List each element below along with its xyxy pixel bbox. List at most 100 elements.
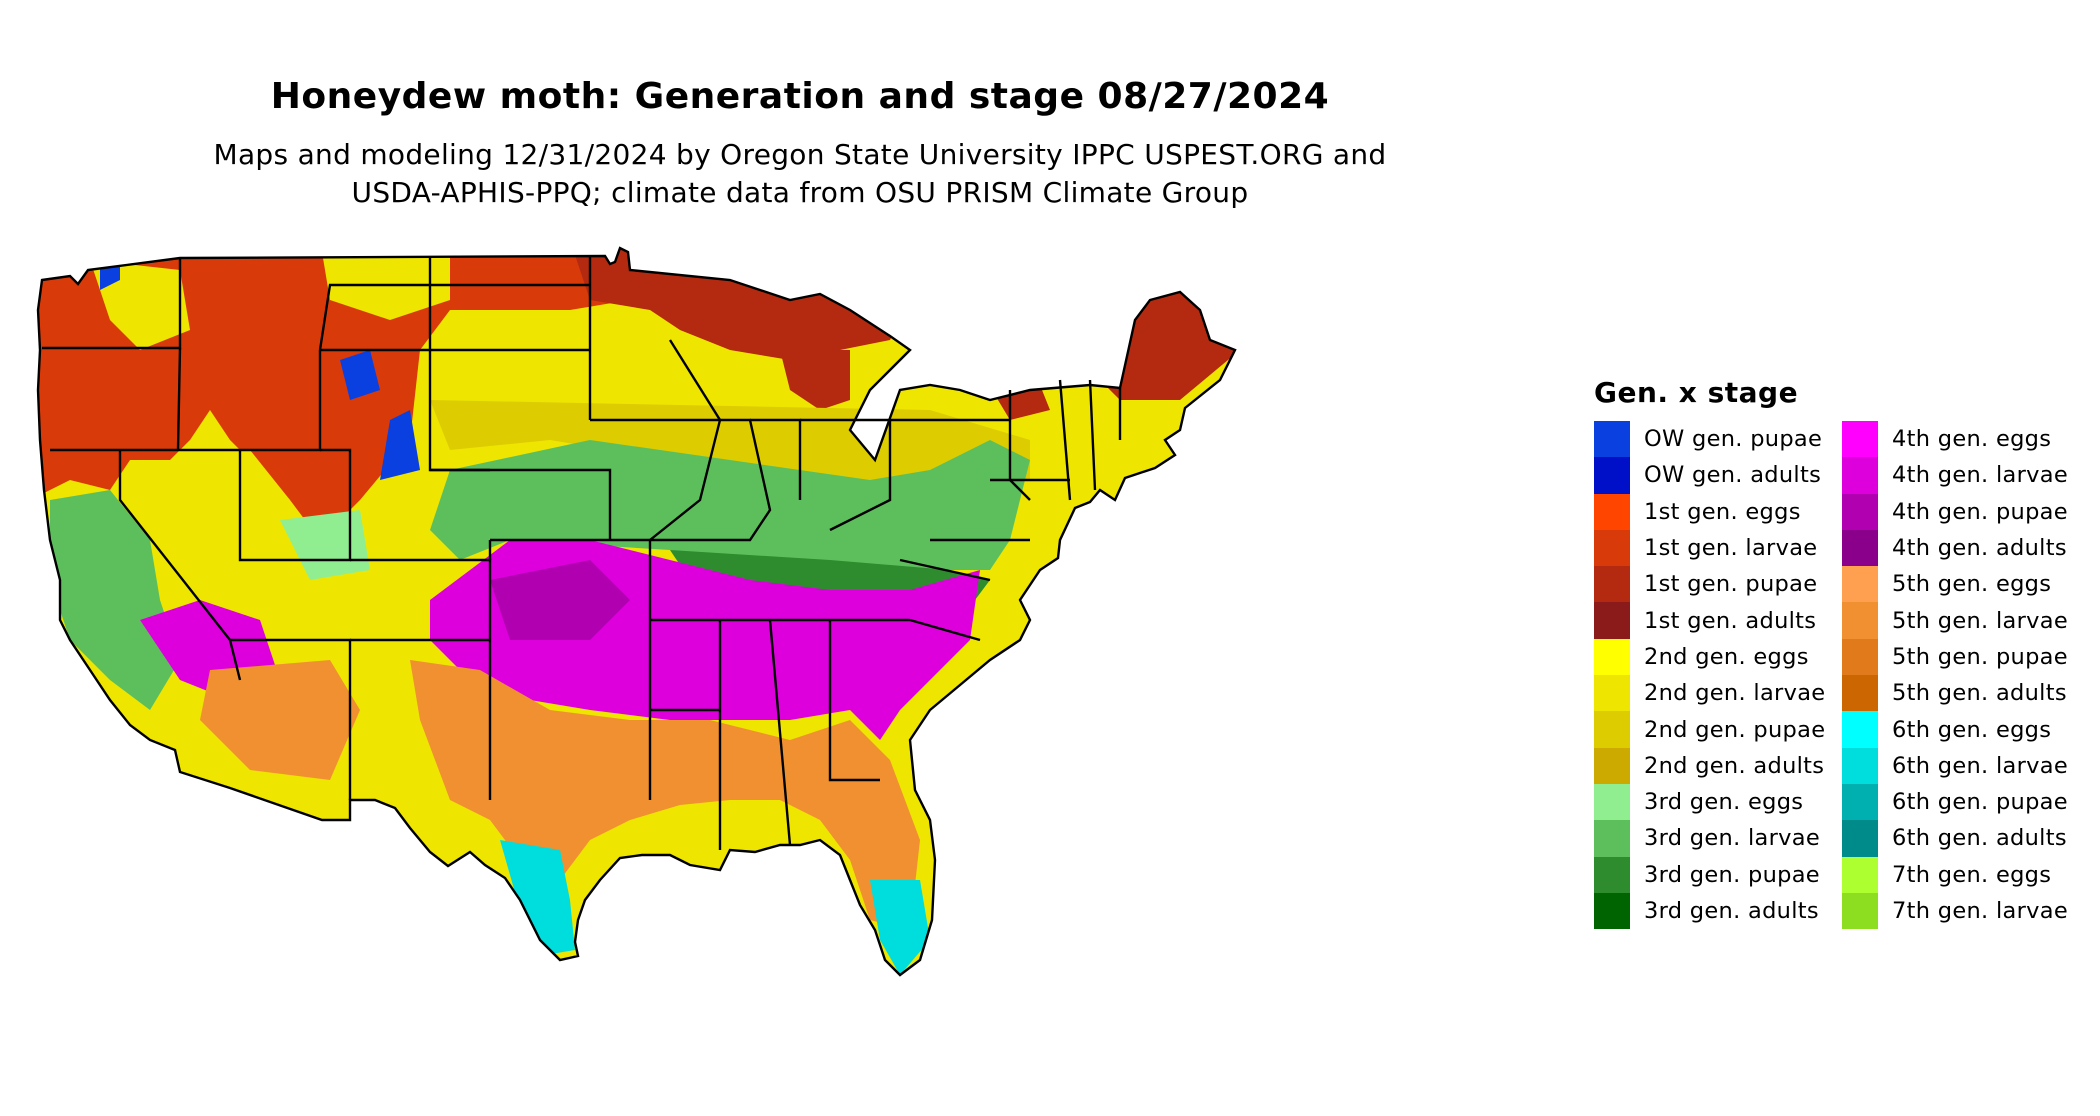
- legend-label: 7th gen. larvae: [1892, 898, 2068, 924]
- legend-label: 2nd gen. larvae: [1644, 680, 1826, 707]
- legend-label: 1st gen. larvae: [1644, 535, 1818, 562]
- legend-swatch: [1594, 711, 1630, 748]
- legend-swatch: [1842, 602, 1878, 639]
- legend-item: 4th gen. larvae: [1842, 457, 2090, 494]
- legend-item: 4th gen. pupae: [1842, 493, 2090, 530]
- legend-label: 6th gen. eggs: [1892, 716, 2052, 743]
- region-ow-pupae-wy: [340, 350, 380, 400]
- legend-item: 7th gen. larvae: [1842, 892, 2090, 930]
- legend-label: 1st gen. eggs: [1644, 498, 1801, 525]
- legend-swatch: [1842, 566, 1878, 603]
- legend-swatch: [1842, 493, 1878, 530]
- legend-columns: OW gen. pupae OW gen. adults 1st gen. eggs…: [1594, 421, 2094, 930]
- legend-item: 2nd gen. larvae: [1594, 675, 1842, 712]
- legend-label: 7th gen. eggs: [1892, 861, 2052, 888]
- legend-swatch: [1842, 675, 1878, 712]
- us-map-svg: [36, 246, 1237, 977]
- legend-label: 2nd gen. eggs: [1644, 643, 1809, 670]
- legend-item: 3rd gen. pupae: [1594, 856, 1842, 893]
- legend-label: OW gen. adults: [1644, 462, 1822, 489]
- legend-item: 1st gen. eggs: [1594, 493, 1842, 530]
- legend-item: 5th gen. adults: [1842, 675, 2090, 712]
- us-map: [30, 240, 1550, 1070]
- legend-item: 5th gen. pupae: [1842, 638, 2090, 676]
- legend-label: 4th gen. eggs: [1892, 426, 2052, 453]
- legend-item: 1st gen. pupae: [1594, 566, 1842, 603]
- map-title: Honeydew moth: Generation and stage 08/2…: [270, 76, 1330, 117]
- region-2nd-nv: [170, 450, 290, 570]
- legend-swatch: [1842, 529, 1878, 567]
- legend-label: 4th gen. adults: [1892, 535, 2067, 562]
- legend-label: 3rd gen. adults: [1644, 898, 1819, 924]
- legend-label: 3rd gen. larvae: [1644, 825, 1821, 852]
- region-3rd-pupae: [670, 550, 990, 620]
- region-4th-pupae-tx: [490, 560, 630, 640]
- region-1st-pupae-mi: [780, 350, 850, 410]
- legend-label: 6th gen. pupae: [1892, 789, 2068, 816]
- legend-label: 5th gen. adults: [1892, 680, 2067, 707]
- legend: Gen. x stage OW gen. pupae OW gen. adults…: [1594, 376, 2094, 930]
- legend-swatch: [1594, 566, 1630, 603]
- legend-swatch: [1594, 421, 1630, 458]
- legend-item: 1st gen. larvae: [1594, 529, 1842, 567]
- legend-swatch: [1842, 421, 1878, 458]
- legend-item: 4th gen. adults: [1842, 529, 2090, 567]
- legend-label: 4th gen. pupae: [1892, 498, 2068, 525]
- legend-column-1: OW gen. pupae OW gen. adults 1st gen. eggs…: [1594, 421, 1842, 930]
- legend-item: 6th gen. larvae: [1842, 747, 2090, 784]
- legend-swatch: [1842, 892, 1878, 930]
- legend-item: 5th gen. eggs: [1842, 566, 2090, 603]
- region-6th-larvae-fl: [870, 880, 930, 975]
- legend-label: 1st gen. adults: [1644, 607, 1817, 634]
- legend-item: 6th gen. eggs: [1842, 711, 2090, 748]
- legend-swatch: [1842, 711, 1878, 748]
- legend-item: 2nd gen. eggs: [1594, 638, 1842, 676]
- legend-label: 6th gen. larvae: [1892, 752, 2068, 779]
- legend-label: 1st gen. pupae: [1644, 571, 1818, 598]
- legend-item: OW gen. adults: [1594, 457, 1842, 494]
- subtitle-line-1: Maps and modeling 12/31/2024 by Oregon S…: [213, 138, 1387, 171]
- legend-swatch: [1594, 529, 1630, 567]
- state-boundaries: [36, 246, 1237, 977]
- legend-label: 4th gen. larvae: [1892, 462, 2068, 489]
- legend-item: 2nd gen. adults: [1594, 747, 1842, 784]
- region-5th-larvae-az: [200, 660, 360, 780]
- stage-regions: [38, 248, 1235, 975]
- map-subtitle: Maps and modeling 12/31/2024 by Oregon S…: [0, 136, 1600, 212]
- region-ow-pupae-co: [380, 410, 420, 480]
- legend-label: 2nd gen. pupae: [1644, 716, 1826, 743]
- legend-swatch: [1842, 457, 1878, 494]
- legend-swatch: [1842, 856, 1878, 893]
- legend-swatch: [1594, 892, 1630, 930]
- legend-item: 6th gen. pupae: [1842, 783, 2090, 821]
- region-6th-larvae-tx: [500, 840, 575, 955]
- legend-label: 3rd gen. pupae: [1644, 861, 1820, 888]
- legend-label: 3rd gen. eggs: [1644, 789, 1804, 816]
- legend-swatch: [1842, 783, 1878, 821]
- legend-item: 3rd gen. larvae: [1594, 820, 1842, 857]
- region-3rd-larvae: [430, 440, 1030, 570]
- legend-item: 5th gen. larvae: [1842, 602, 2090, 639]
- legend-swatch: [1594, 602, 1630, 639]
- legend-swatch: [1842, 638, 1878, 676]
- legend-swatch: [1594, 457, 1630, 494]
- legend-label: 6th gen. adults: [1892, 825, 2067, 852]
- legend-item: OW gen. pupae: [1594, 421, 1842, 458]
- legend-label: 5th gen. eggs: [1892, 571, 2052, 598]
- legend-item: 4th gen. eggs: [1842, 421, 2090, 458]
- legend-label: OW gen. pupae: [1644, 426, 1823, 453]
- legend-label: 5th gen. pupae: [1892, 643, 2068, 670]
- legend-swatch: [1594, 747, 1630, 784]
- legend-item: 3rd gen. eggs: [1594, 783, 1842, 821]
- legend-swatch: [1594, 820, 1630, 857]
- legend-column-2: 4th gen. eggs 4th gen. larvae 4th gen. pup…: [1842, 421, 2090, 930]
- legend-item: 6th gen. adults: [1842, 820, 2090, 857]
- legend-swatch: [1594, 493, 1630, 530]
- legend-swatch: [1594, 675, 1630, 712]
- legend-item: 1st gen. adults: [1594, 602, 1842, 639]
- legend-swatch: [1594, 638, 1630, 676]
- legend-item: 2nd gen. pupae: [1594, 711, 1842, 748]
- legend-title: Gen. x stage: [1594, 376, 1799, 409]
- region-3rd-eggs-ut: [280, 510, 370, 580]
- legend-item: 7th gen. eggs: [1842, 856, 2090, 893]
